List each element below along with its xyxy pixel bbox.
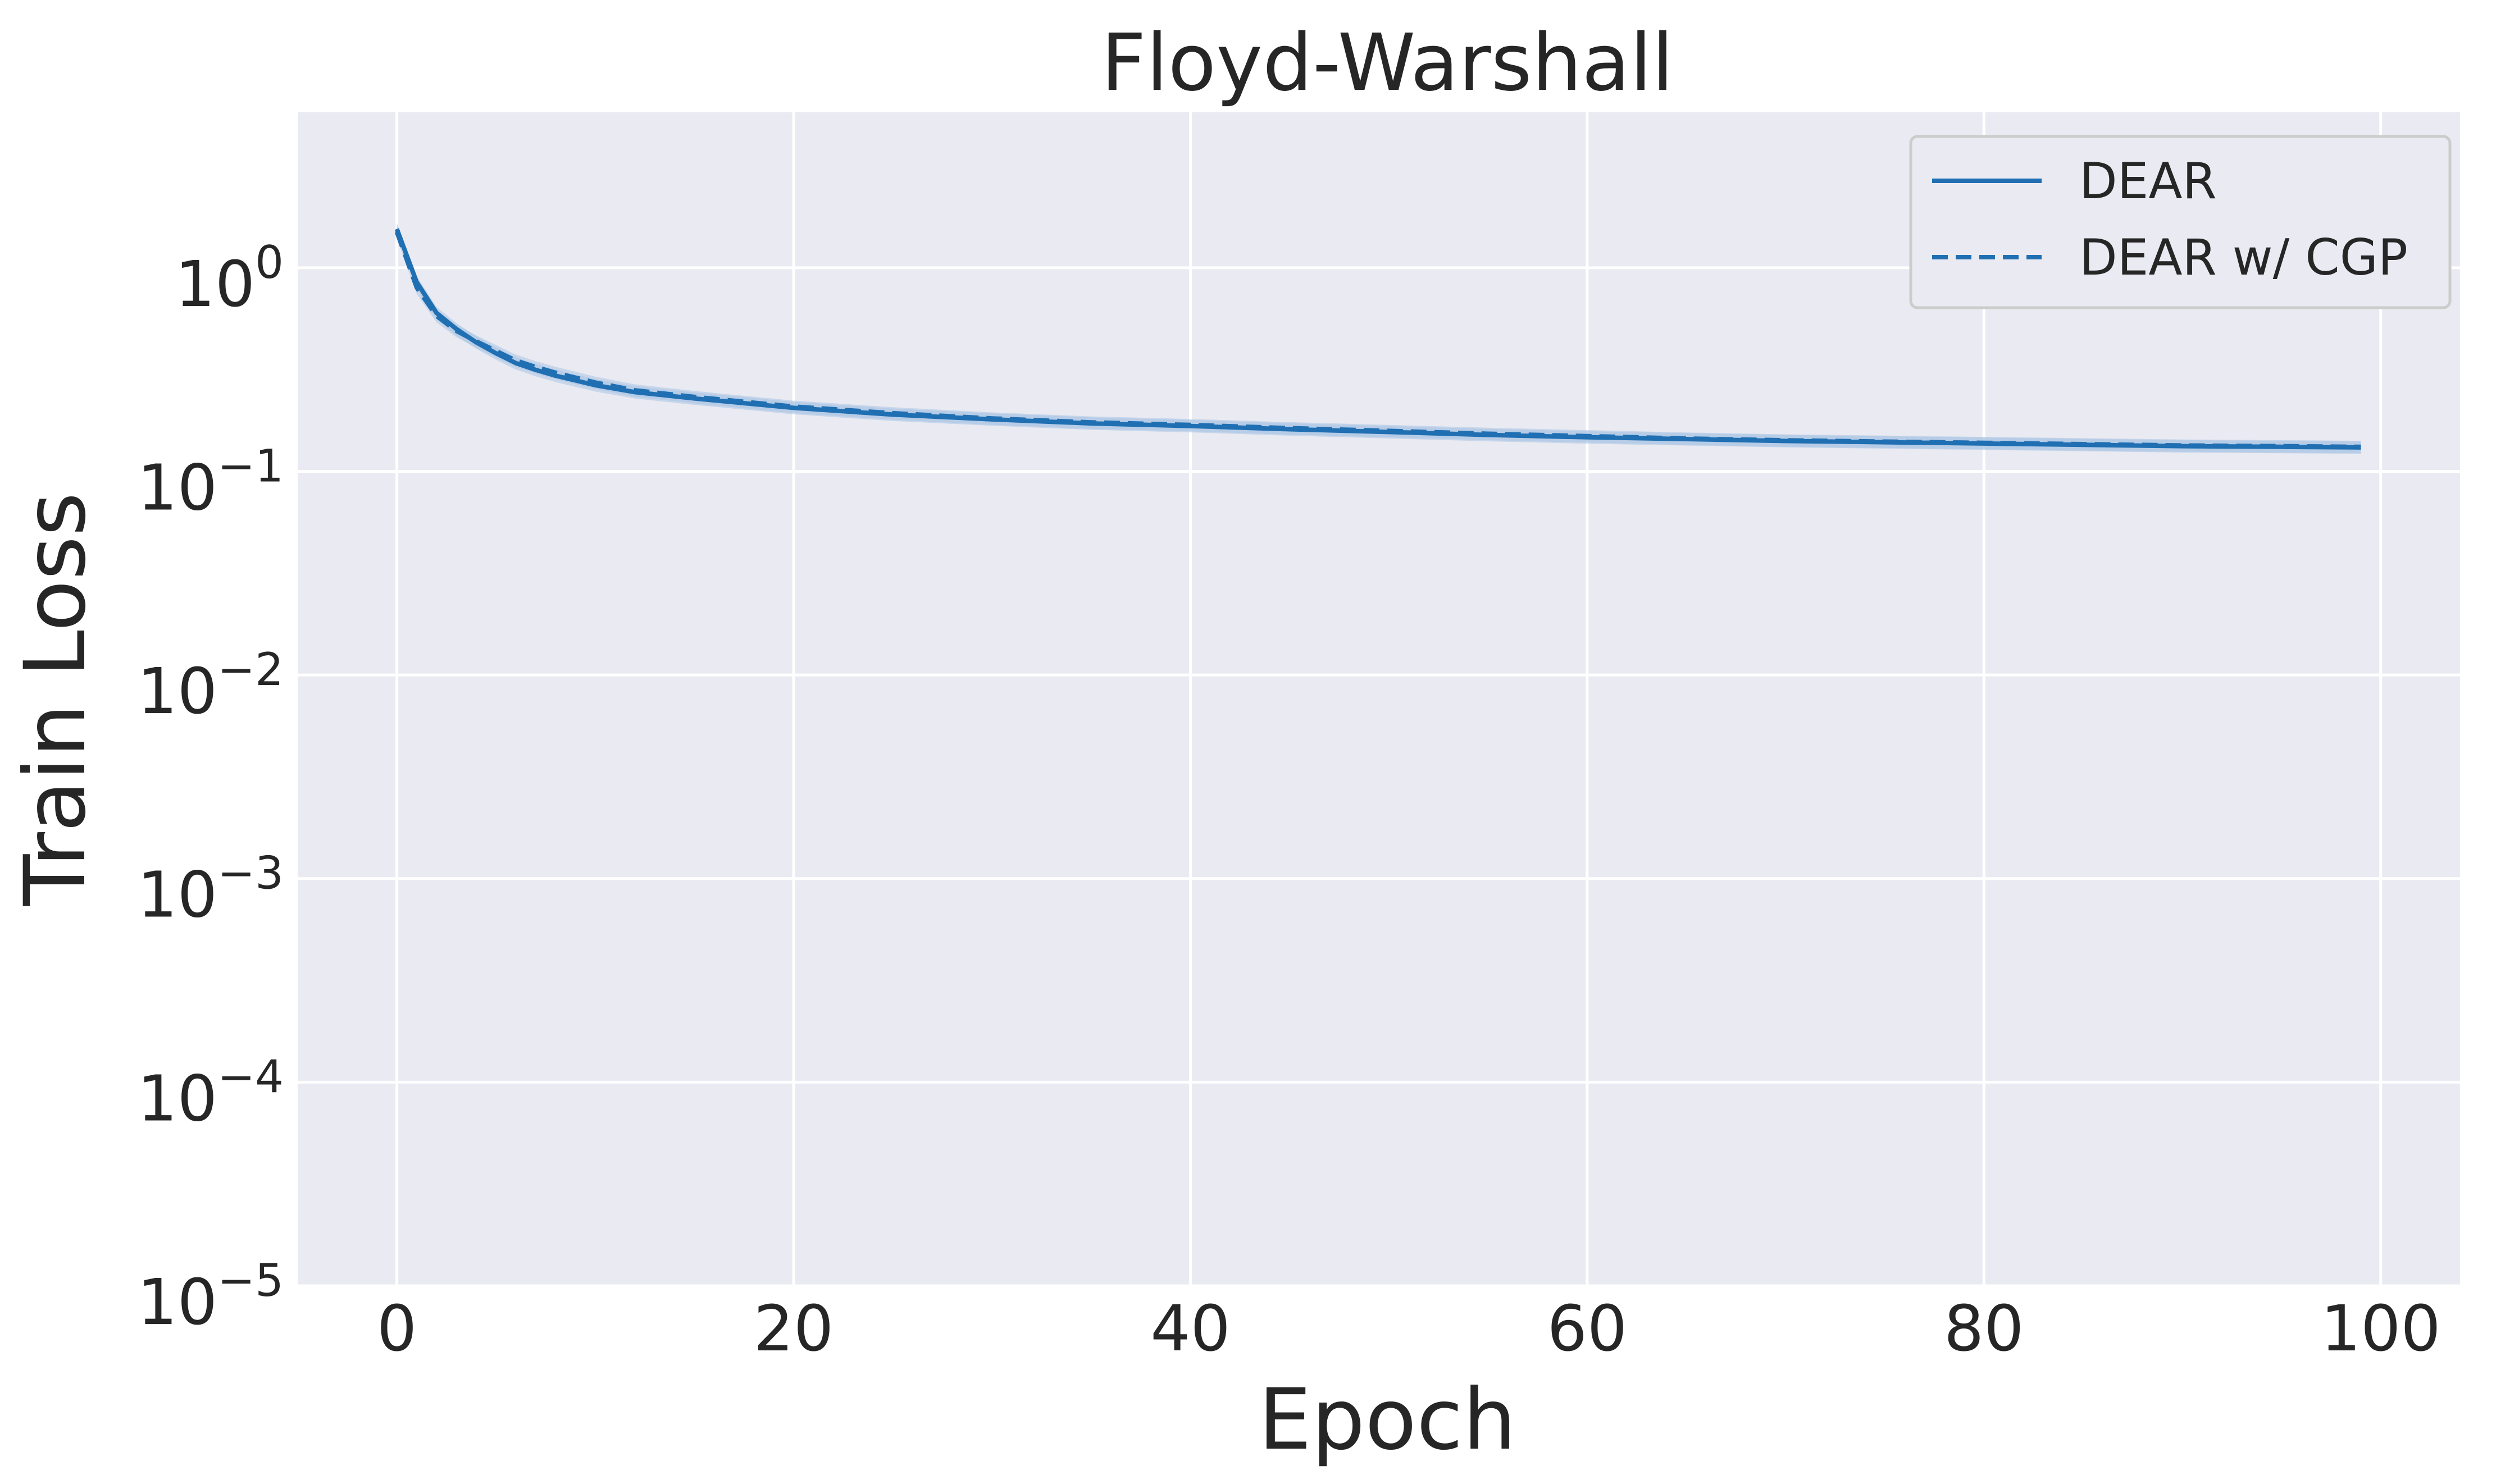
x-tick-label: 40: [1150, 1293, 1231, 1366]
y-tick-label: 10−3: [138, 847, 284, 932]
line-dear-cgp: [394, 231, 2361, 449]
y-axis-label: Train Loss: [7, 492, 104, 907]
x-tick-label: 80: [1944, 1293, 2024, 1366]
y-tick-label: 10−2: [138, 643, 284, 728]
series-lines: [394, 228, 2361, 450]
legend: DEAR DEAR w/ CGP: [1909, 135, 2452, 309]
x-tick-label: 60: [1547, 1293, 1628, 1366]
y-tick-labels: 100 10−1 10−2 10−3 10−4 10−5: [138, 236, 284, 1339]
y-tick-label: 10−4: [138, 1051, 284, 1135]
legend-label-dear: DEAR: [2079, 152, 2217, 210]
chart-title: Floyd-Warshall: [1101, 17, 1674, 109]
x-axis-label: Epoch: [1258, 1371, 1516, 1469]
y-tick-label: 10−1: [138, 440, 284, 524]
legend-label-dear-cgp: DEAR w/ CGP: [2079, 229, 2408, 286]
x-tick-label: 0: [377, 1293, 417, 1366]
y-tick-label: 100: [175, 236, 284, 321]
y-tick-label: 10−5: [138, 1254, 284, 1339]
x-tick-label: 100: [2321, 1293, 2441, 1366]
x-tick-label: 20: [754, 1293, 834, 1366]
legend-box: [1909, 135, 2452, 309]
x-tick-labels: 0 20 40 60 80 100: [377, 1293, 2441, 1366]
